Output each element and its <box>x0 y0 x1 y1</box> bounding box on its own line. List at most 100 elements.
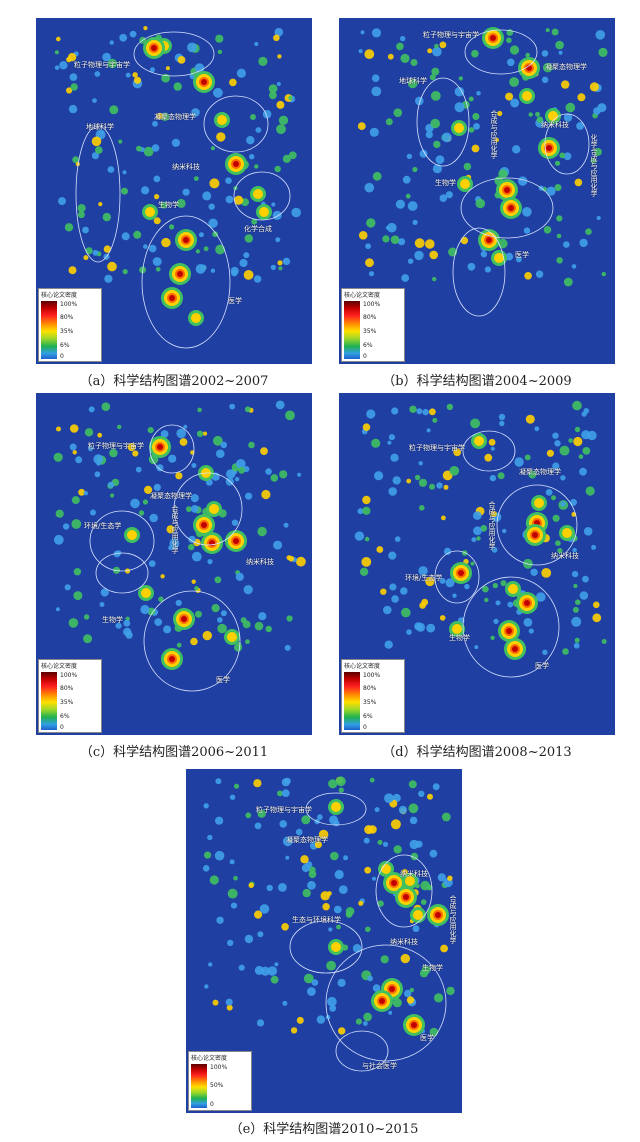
density-dot <box>168 454 177 463</box>
density-dot <box>432 783 440 791</box>
density-dot <box>561 80 570 89</box>
density-dot <box>284 777 291 785</box>
density-dot <box>571 264 577 269</box>
density-dot <box>404 989 412 998</box>
density-dot <box>215 34 224 43</box>
density-dot <box>195 249 200 254</box>
density-dot <box>376 546 384 553</box>
density-dot <box>391 595 399 603</box>
density-dot <box>121 187 128 195</box>
density-dot <box>336 924 341 930</box>
density-dot <box>405 193 411 199</box>
density-dot <box>176 198 186 208</box>
density-dot <box>557 548 563 554</box>
density-dot <box>436 482 443 489</box>
density-dot <box>364 536 370 542</box>
cluster-outline <box>462 576 560 678</box>
density-dot <box>203 246 209 252</box>
map-label: 合成与应用化学 <box>171 505 179 554</box>
density-dot <box>363 837 370 844</box>
density-dot <box>419 149 428 158</box>
density-blob <box>127 530 137 540</box>
density-dot <box>434 43 439 49</box>
density-dot <box>248 882 254 888</box>
density-dot <box>210 268 216 273</box>
density-dot <box>577 93 586 102</box>
density-dot <box>176 428 186 439</box>
density-dot <box>499 420 505 427</box>
density-dot <box>534 426 540 432</box>
density-dot <box>266 884 273 892</box>
density-dot <box>254 822 262 830</box>
density-dot <box>352 944 362 953</box>
density-dot <box>338 1027 346 1035</box>
density-dot <box>288 555 295 562</box>
density-dot <box>505 252 514 261</box>
density-dot <box>401 869 408 876</box>
density-dot <box>300 855 309 864</box>
density-dot <box>58 197 66 206</box>
density-dot <box>291 207 301 218</box>
density-dot <box>255 127 262 133</box>
density-dot <box>55 509 64 518</box>
density-dot <box>90 509 96 516</box>
density-dot <box>393 108 403 117</box>
density-dot <box>82 226 89 234</box>
density-dot <box>387 222 397 233</box>
density-dot <box>372 171 382 181</box>
density-dot <box>573 642 580 649</box>
heatmap-a <box>54 26 301 349</box>
density-dot <box>452 593 457 598</box>
density-dot <box>409 405 417 413</box>
density-dot <box>382 841 389 847</box>
density-dot <box>552 432 559 439</box>
map-label: 地球科学 <box>399 77 427 85</box>
density-dot <box>366 409 376 419</box>
density-dot <box>188 543 195 551</box>
density-dot <box>253 779 262 788</box>
density-dot <box>68 104 78 114</box>
density-dot <box>595 30 606 40</box>
density-dot <box>480 251 488 258</box>
density-dot <box>364 49 375 59</box>
density-dot <box>418 461 423 466</box>
density-dot <box>278 115 289 126</box>
density-dot <box>471 49 479 58</box>
cluster-outline <box>496 484 578 566</box>
density-dot <box>500 580 507 587</box>
density-hotspot <box>524 600 530 606</box>
density-dot <box>416 408 423 415</box>
density-dot <box>154 618 163 626</box>
density-dot <box>279 820 287 828</box>
density-dot <box>563 152 572 161</box>
density-dot <box>472 112 480 121</box>
density-dot <box>560 475 566 481</box>
density-dot <box>357 122 366 130</box>
density-dot <box>579 467 587 476</box>
density-dot <box>432 164 442 174</box>
density-dot <box>601 639 607 644</box>
density-dot <box>191 108 200 117</box>
density-dot <box>208 203 215 210</box>
density-dot <box>365 926 371 933</box>
density-dot <box>523 618 533 627</box>
density-dot <box>414 250 424 261</box>
density-dot <box>256 1019 265 1027</box>
density-dot <box>194 63 205 73</box>
density-dot <box>198 232 204 238</box>
density-dot <box>182 188 190 196</box>
density-dot <box>158 596 164 602</box>
density-dot <box>175 599 182 606</box>
density-dot <box>471 537 477 543</box>
density-dot <box>234 195 244 205</box>
density-dot <box>56 36 61 42</box>
cluster-outline <box>75 125 121 263</box>
map-label: 地球科学 <box>86 123 114 131</box>
density-dot <box>359 567 369 576</box>
density-dot <box>502 528 507 534</box>
density-dot <box>257 809 266 818</box>
density-dot <box>161 237 171 248</box>
density-dot <box>242 620 251 629</box>
density-dot <box>220 610 227 617</box>
cluster-outline <box>325 944 447 1062</box>
